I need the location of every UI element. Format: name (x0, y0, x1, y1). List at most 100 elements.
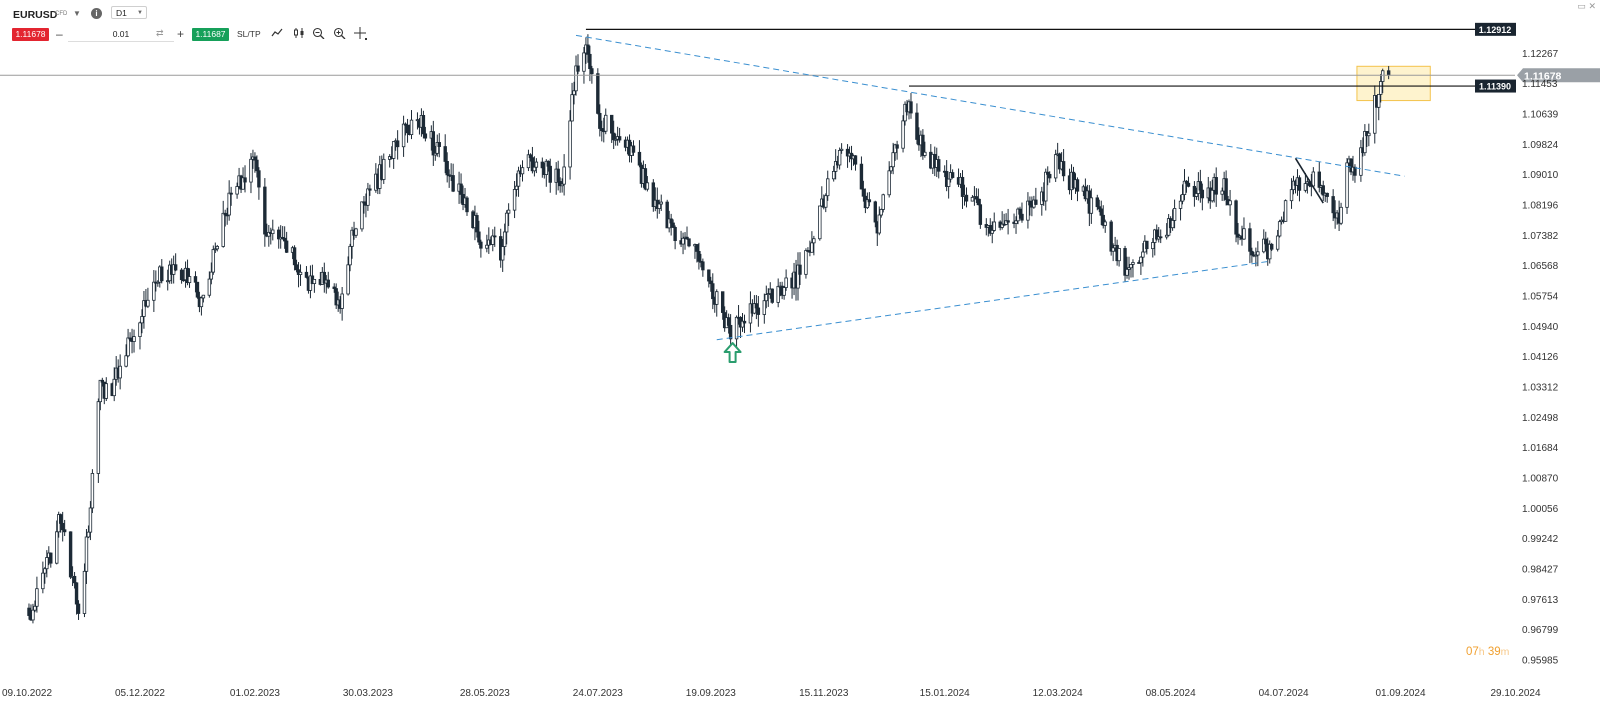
candle (362, 195, 366, 214)
candle-body (762, 300, 767, 315)
candle-body (211, 249, 216, 273)
candle-body (740, 320, 745, 328)
candle-body (195, 281, 200, 298)
candle-body (55, 531, 59, 564)
candle (118, 354, 122, 390)
candle-body (770, 288, 774, 303)
dashed-trendline (575, 34, 1405, 177)
zoom-out-icon[interactable] (312, 27, 325, 42)
candle (937, 155, 941, 179)
candle-body (1242, 228, 1246, 240)
candle-body (893, 144, 897, 154)
candle-body (391, 141, 396, 159)
candle-body (502, 231, 507, 247)
x-tick-label: 12.03.2024 (1033, 688, 1083, 699)
candle (181, 269, 186, 282)
y-tick-label: 1.08196 (1522, 201, 1559, 212)
sltp-button[interactable]: SL/TP (237, 29, 261, 39)
candle-body (1275, 235, 1280, 250)
candle (98, 379, 103, 411)
candle-body (298, 271, 303, 275)
candle-body (395, 140, 400, 148)
candle-body (915, 112, 919, 140)
candle-body (96, 401, 101, 474)
candle-body (433, 152, 437, 156)
y-tick-label: 1.07382 (1522, 231, 1559, 242)
candle-body (859, 163, 864, 190)
candle (187, 268, 192, 288)
candle-body (604, 114, 608, 132)
sell-button[interactable]: 1.11678 (12, 28, 49, 41)
volume-decrease-button[interactable]: – (56, 27, 63, 41)
candle-body (528, 154, 533, 159)
candle-body (185, 267, 190, 284)
candle (100, 377, 105, 387)
zoom-in-icon[interactable] (333, 27, 346, 42)
swap-icon[interactable]: ⇄ (156, 28, 164, 38)
candle-body (443, 146, 447, 162)
candle-body (558, 181, 562, 187)
candle-body (532, 166, 537, 172)
candle-body (1317, 171, 1321, 188)
candle-body (728, 324, 733, 340)
volume-increase-button[interactable]: + (177, 27, 185, 41)
candle-body (409, 119, 414, 135)
candle (243, 165, 247, 193)
candle (804, 248, 808, 279)
candle (1028, 196, 1032, 216)
candle-body (249, 158, 253, 183)
candle (1089, 188, 1094, 224)
x-tick-label: 28.05.2023 (460, 688, 510, 699)
candle (752, 295, 757, 315)
window-icon[interactable]: ▭ (1577, 1, 1586, 11)
candle-body (348, 245, 352, 266)
buy-button[interactable]: 1.11687 (192, 28, 229, 41)
candle-body (360, 201, 364, 230)
info-icon[interactable]: i (91, 8, 102, 19)
candle (613, 133, 618, 146)
symbol-label[interactable]: EURUSD (13, 9, 58, 21)
candle (62, 519, 67, 537)
candlestick-icon[interactable] (293, 27, 306, 42)
candle-body (889, 166, 893, 172)
candle (865, 192, 870, 210)
close-icon[interactable]: ✕ (1588, 1, 1596, 11)
candle-body (76, 603, 81, 614)
candle (249, 153, 253, 194)
volume-input[interactable]: 0.01 (68, 27, 174, 42)
candle-body (937, 159, 941, 172)
candle (211, 245, 216, 275)
candle (893, 143, 897, 161)
y-tick-label: 1.00870 (1522, 473, 1559, 484)
candle (382, 153, 386, 184)
candle (485, 234, 489, 253)
line-chart-icon[interactable] (271, 27, 284, 42)
candle-body (1373, 95, 1377, 134)
crosshair-move-icon[interactable] (354, 27, 368, 43)
candle-body (124, 355, 128, 367)
candle (546, 160, 550, 172)
candle-body (1095, 197, 1099, 208)
highlight-zone (1356, 65, 1431, 102)
x-tick-label: 01.09.2024 (1376, 688, 1426, 699)
candle-layer (27, 34, 1391, 624)
candle-body (923, 151, 927, 156)
candle-body (921, 134, 925, 156)
candle (267, 224, 271, 247)
candle-body (1145, 240, 1149, 250)
candle (140, 309, 144, 334)
candle (685, 226, 689, 240)
timeframe-select[interactable]: D1 ▼ (111, 6, 147, 19)
y-tick-label: 1.04126 (1522, 352, 1559, 363)
candle-body (657, 203, 661, 209)
candle-body (1109, 221, 1113, 252)
candle (1018, 206, 1022, 219)
candle-body (491, 235, 495, 245)
candle-body (263, 186, 267, 235)
chevron-down-icon[interactable]: ▼ (73, 9, 81, 18)
candle-body (1048, 173, 1052, 179)
candle-body (568, 120, 572, 168)
candle-body (1192, 185, 1197, 197)
candle (1210, 179, 1214, 203)
